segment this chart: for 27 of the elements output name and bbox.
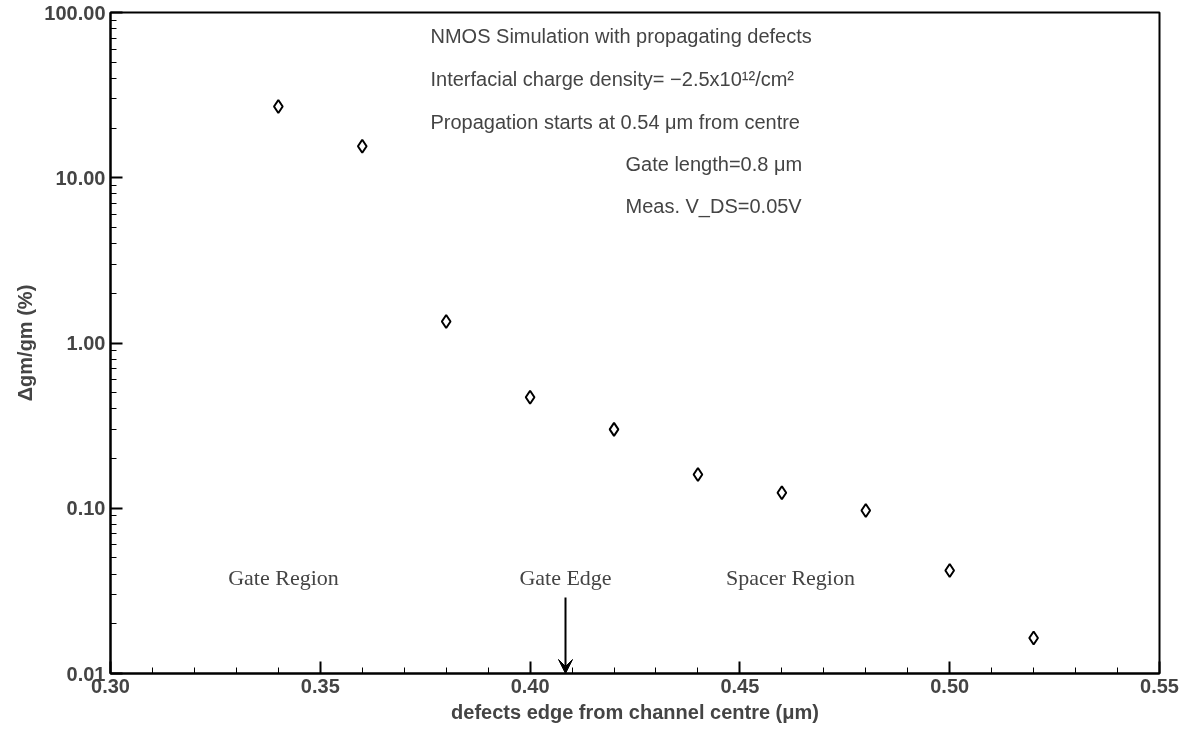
point (692, 467, 704, 483)
x-tick-label: 0.40 (510, 674, 550, 697)
x-tick-label: 0.45 (720, 674, 760, 697)
annotation: Spacer Region (726, 565, 855, 590)
point (608, 421, 620, 437)
point (440, 313, 452, 329)
x-tick-label: 0.50 (930, 674, 970, 697)
point (860, 502, 872, 518)
y-tick-label: 100.00 (44, 1, 106, 24)
y-tick-label: 0.10 (66, 497, 106, 520)
annotation: Propagation starts at 0.54 μm from centre (430, 110, 800, 133)
point (944, 563, 956, 579)
y-tick-label: 10.00 (55, 166, 106, 189)
y-axis-title: Δgm/gm (%) (14, 284, 37, 402)
x-tick-label: 0.35 (300, 674, 340, 697)
annotation: Gate Region (228, 565, 339, 590)
annotation: Interfacial charge density= −2.5x10¹²/cm² (430, 67, 795, 90)
x-axis-title: defects edge from channel centre (μm) (451, 700, 819, 723)
point (356, 138, 368, 154)
point (524, 389, 536, 405)
annotation: Gate Edge (519, 565, 612, 590)
annotation: Meas. V_DS=0.05V (625, 194, 803, 218)
annotation: NMOS Simulation with propagating defects (430, 24, 812, 47)
annotation: Gate length=0.8 μm (625, 152, 803, 175)
y-tick-label: 1.00 (66, 332, 106, 354)
point (776, 485, 788, 501)
x-tick-label: 0.55 (1140, 674, 1179, 697)
